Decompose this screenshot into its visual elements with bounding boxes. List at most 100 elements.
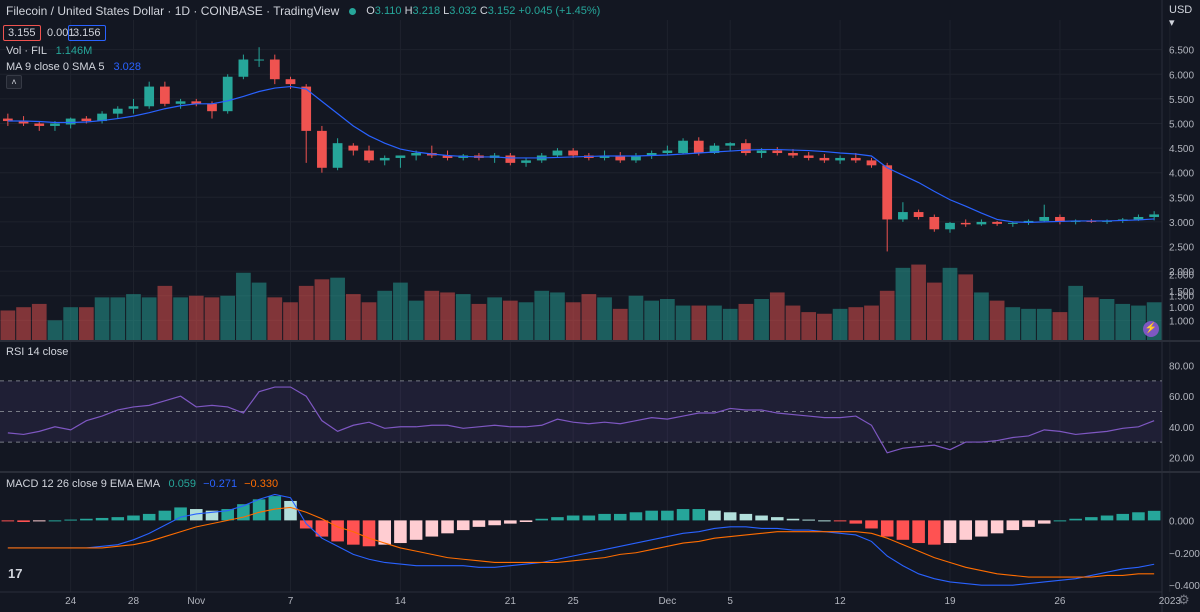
macd-histogram-bar (409, 520, 423, 540)
candle-body (505, 155, 516, 163)
time-axis-label: 14 (395, 596, 407, 607)
buy-price-button[interactable]: 3.156 (68, 25, 106, 41)
candle-body (2, 118, 13, 122)
volume-legend[interactable]: Vol · FIL 1.146M (6, 45, 92, 57)
candle-body (913, 212, 924, 217)
time-axis-label: 21 (505, 596, 517, 607)
macd-histogram-bar (880, 520, 894, 537)
candle-body (97, 113, 107, 122)
macd-histogram-bar (582, 515, 596, 521)
candle-body (50, 123, 60, 126)
close-label: C (479, 5, 488, 17)
candle-body (1039, 216, 1050, 221)
low-value: 3.032 (449, 5, 477, 17)
macd-histogram-bar (252, 499, 266, 521)
candle-body (646, 153, 657, 156)
time-axis-label: 2023 (1159, 596, 1182, 607)
macd-histogram-bar (504, 520, 517, 524)
gear-icon[interactable]: ⚙ (1178, 592, 1190, 607)
candle-body (191, 101, 202, 104)
time-axis-label: Dec (658, 596, 676, 607)
candle-body (866, 160, 877, 166)
macd-histogram-bar (1069, 518, 1082, 521)
volume-bar (565, 302, 581, 340)
candle-body (1149, 214, 1160, 217)
candle-body (379, 157, 390, 161)
volume-bar (63, 307, 79, 340)
high-label: H (404, 5, 413, 17)
volume-bar (989, 300, 1005, 340)
volume-bar (958, 274, 974, 340)
rsi-axis-label: 20.00 (1169, 453, 1194, 464)
volume-bar (801, 312, 817, 340)
macd-histogram-bar (1116, 513, 1130, 521)
time-axis-label: 19 (944, 596, 956, 607)
time-axis-label: 25 (568, 596, 580, 607)
volume-bar (330, 277, 345, 340)
volume-bar (1131, 305, 1146, 340)
macd-histogram-bar (661, 510, 674, 521)
price-axis-label: 3.500 (1169, 193, 1194, 204)
time-axis-label: 26 (1054, 596, 1066, 607)
macd-histogram-bar (315, 520, 329, 537)
macd-histogram-bar (394, 520, 407, 544)
time-axis-label: 28 (128, 596, 140, 607)
macd-histogram-bar (975, 520, 988, 537)
candle-body (395, 155, 406, 158)
macd-histogram-bar (425, 520, 439, 537)
rsi-label[interactable]: RSI 14 close (6, 346, 69, 358)
symbol-title[interactable]: Filecoin / United States Dollar · 1D · C… (6, 4, 340, 18)
macd-histogram-bar (142, 513, 156, 521)
candle-body (850, 157, 861, 161)
macd-histogram-bar (598, 513, 611, 521)
candle-body (18, 121, 29, 124)
volume-bar (361, 302, 377, 340)
volume-bar (722, 308, 738, 340)
volume-axis-label: 1.500 (1169, 287, 1194, 298)
macd-histogram-bar (17, 520, 30, 522)
volume-bar (691, 305, 707, 340)
volume-bar (455, 294, 471, 340)
currency-selector[interactable]: USD ▾ (1169, 4, 1193, 29)
macd-histogram-bar (535, 518, 549, 521)
volume-bar (738, 303, 754, 340)
volume-bar (314, 279, 330, 340)
macd-histogram-bar (268, 496, 282, 521)
chart-header: Filecoin / United States Dollar · 1D · C… (6, 4, 600, 18)
open-label: O (366, 5, 375, 17)
alert-flash-icon[interactable]: ⚡ (1143, 321, 1159, 337)
volume-value: 1.146M (55, 45, 93, 57)
price-axis-label: 5.000 (1169, 119, 1194, 130)
volume-bar (534, 290, 550, 340)
volume-bar (864, 305, 879, 340)
collapse-legend-icon[interactable]: ˄ (6, 75, 22, 89)
candle-body (411, 153, 421, 156)
candle-body (819, 157, 830, 161)
tradingview-logo[interactable]: 17 (8, 566, 23, 581)
candle-body (317, 130, 327, 168)
candle-body (693, 140, 704, 154)
candle-body (442, 155, 453, 158)
macd-histogram-bar (928, 520, 941, 545)
sell-price-button[interactable]: 3.155 (3, 25, 41, 41)
candle-body (285, 79, 296, 85)
candle-body (332, 143, 343, 168)
candle-body (803, 155, 814, 158)
volume-bar (1068, 285, 1083, 340)
candle-body (1007, 222, 1018, 224)
volume-bar (94, 297, 110, 340)
macd-histogram-bar (488, 520, 501, 526)
ma-legend[interactable]: MA 9 close 0 SMA 5 3.028 (6, 61, 141, 73)
volume-bar (660, 299, 675, 340)
volume-axis-label: 1.000 (1169, 303, 1194, 314)
macd-histogram-bar (1085, 517, 1098, 521)
macd-histogram-bar (64, 519, 77, 521)
price-axis-label: 6.500 (1169, 46, 1194, 57)
macd-histogram-bar (1147, 510, 1161, 521)
candle-body (34, 123, 45, 126)
macd-legend[interactable]: MACD 12 26 close 9 EMA EMA 0.059 −0.271 … (6, 478, 278, 490)
macd-histogram-bar (833, 520, 847, 522)
macd-histogram-bar (676, 509, 690, 521)
macd-histogram-bar (190, 509, 203, 521)
